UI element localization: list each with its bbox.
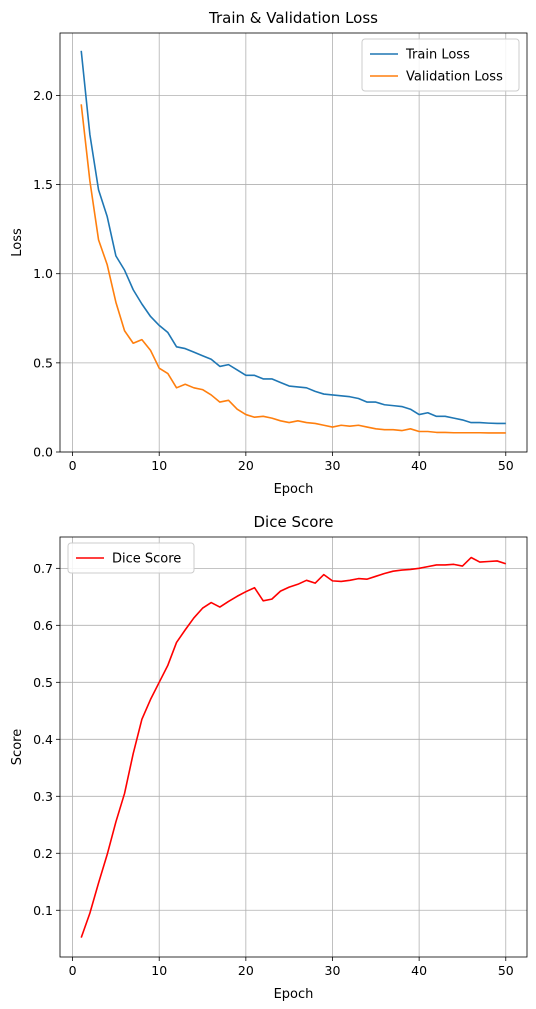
y-tick-label: 2.0 bbox=[33, 88, 53, 103]
x-tick-label: 0 bbox=[69, 963, 77, 978]
chart-title: Dice Score bbox=[254, 513, 334, 531]
series-line-1-1 bbox=[80, 50, 506, 425]
y-tick-label: 1.0 bbox=[33, 266, 53, 281]
chart-panel-2: 0 10 20 30 40 50 0.1 0.2 0.3 0.4 0.5 0.6 0.7 Dice Sco… bbox=[10, 513, 528, 1002]
x-tick-label: 30 bbox=[325, 963, 341, 978]
chart-panel-1: 0 10 20 30 40 50 0.0 0.5 1.0 1.5 2.0 Train & Valida… bbox=[10, 9, 528, 497]
y-tick-label: 0.6 bbox=[33, 618, 53, 633]
legend-label: Validation Loss bbox=[406, 70, 503, 85]
y-tick-label: 0.2 bbox=[33, 846, 53, 861]
y-tick-label: 1.5 bbox=[33, 177, 53, 192]
y-tick-label: 0.7 bbox=[33, 561, 53, 576]
x-axis-label: Epoch bbox=[274, 482, 314, 497]
y-axis-label: Loss bbox=[10, 228, 25, 257]
chart-title: Train & Validation Loss bbox=[208, 9, 378, 27]
series-line-2-1 bbox=[80, 556, 507, 938]
legend: Train Loss Validation Loss bbox=[361, 38, 520, 92]
legend-label: Train Loss bbox=[405, 48, 470, 63]
legend-box bbox=[361, 38, 520, 92]
x-tick-label: 40 bbox=[411, 458, 427, 473]
series-line-1-2 bbox=[80, 104, 506, 434]
x-tick-label: 30 bbox=[325, 458, 341, 473]
y-axis-label: Score bbox=[10, 729, 25, 765]
x-tick-label: 10 bbox=[151, 963, 167, 978]
x-tick-label: 50 bbox=[498, 963, 514, 978]
x-tick-label: 10 bbox=[151, 458, 167, 473]
x-tick-label: 50 bbox=[498, 458, 514, 473]
legend-label: Dice Score bbox=[112, 552, 181, 567]
x-tick-label: 40 bbox=[411, 963, 427, 978]
y-tick-label: 0.5 bbox=[33, 675, 53, 690]
x-axis-label: Epoch bbox=[274, 987, 314, 1002]
y-tick-label: 0.1 bbox=[33, 903, 53, 918]
x-tick-label: 20 bbox=[238, 963, 254, 978]
plot-frame bbox=[59, 536, 528, 958]
x-tick-label: 0 bbox=[69, 458, 77, 473]
y-tick-label: 0.0 bbox=[33, 445, 53, 460]
y-tick-label: 0.4 bbox=[33, 732, 53, 747]
plot-frame bbox=[59, 32, 528, 453]
y-tick-label: 0.3 bbox=[33, 789, 53, 804]
y-tick-label: 0.5 bbox=[33, 355, 53, 370]
legend-box bbox=[67, 542, 195, 574]
legend: Dice Score bbox=[67, 542, 195, 574]
x-tick-label: 20 bbox=[238, 458, 254, 473]
